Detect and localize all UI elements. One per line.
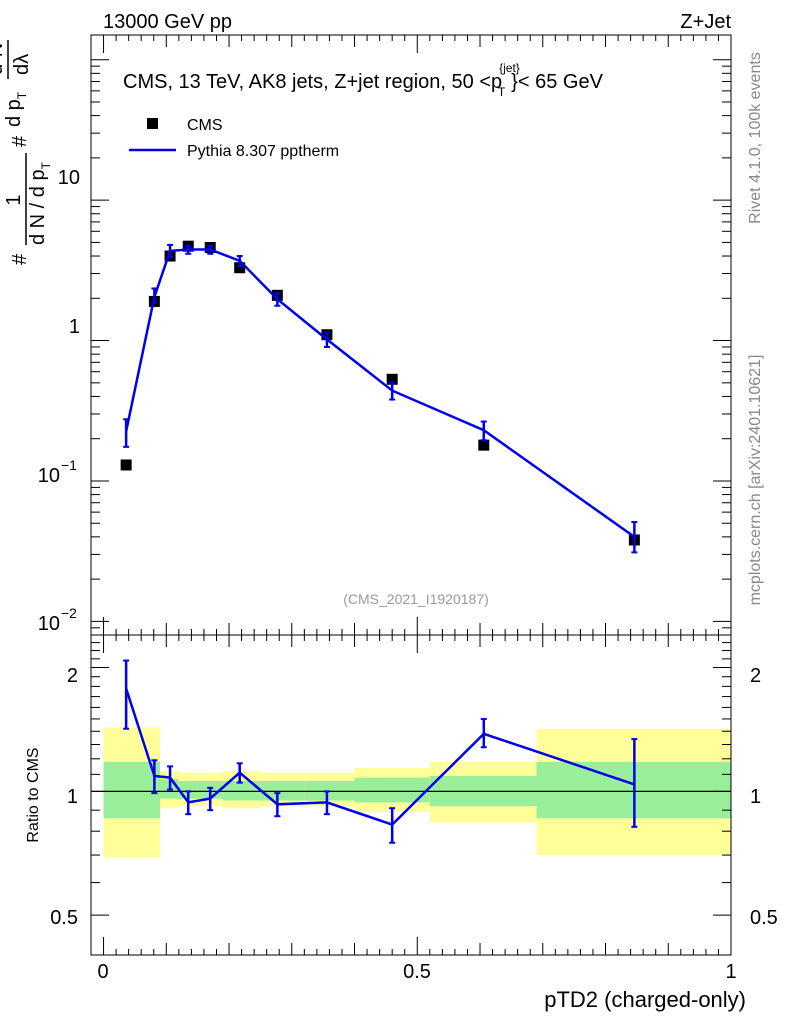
cms-data-marker [478,439,490,451]
chart-title-part-1: CMS, 13 TeV, AK8 jets, Z+jet region, 50 … [123,71,502,93]
legend-cms-marker [147,118,158,129]
cms-data-marker [386,373,398,385]
xtick-label-1: 1 [725,961,736,983]
ylabel-d2n-d: d [0,64,7,75]
xtick-label-0: 0 [97,961,108,983]
chart-title: CMS, 13 TeV, AK8 jets, Z+jet region, 50 … [123,61,604,99]
ytick-label-0p01-exp: −2 [61,605,77,621]
ytick-label-1: 1 [69,316,80,338]
ratio-axis-ticks [91,634,732,956]
ylabel-dp: d pT [3,91,29,127]
ylabel-dp-sub: T [15,91,29,99]
mcplots-label: mcplots.cern.ch [arXiv:2401.10621] [747,355,764,606]
pythia-prediction-line [124,248,636,538]
ratio-ytick-left-1: 1 [67,786,78,808]
ylabel-hash-1: # [9,253,31,265]
ratio-plot-layer [91,659,731,858]
cms-uncertainty-band-green [222,780,261,801]
ratio-ytick-right-1: 1 [750,786,761,808]
ylabel-one: 1 [3,194,25,205]
ylabel-dn-dp-sub: T [39,161,53,169]
ytick-label-0p1-exp: −1 [61,457,77,473]
main-axis-ticks [91,35,732,636]
analysis-id-watermark: (CMS_2021_I1920187) [343,591,489,607]
main-ylabel: # 1 d N / d pT # d pT d2N dλ [0,40,53,265]
ratio-plot-frame [90,634,732,956]
cms-uncertainty-band-green [260,780,305,801]
ylabel-dlambda: dλ [11,54,33,75]
ytick-label-0p01-base: 10 [38,613,60,635]
ylabel-hash-2: # [9,135,31,147]
cms-data-marker [234,262,246,274]
chart-title-sup: {jet} [499,61,520,75]
ratio-ytick-right-2: 2 [750,665,761,687]
main-plot-layer [120,240,640,554]
x-axis-label: pTD2 (charged-only) [544,987,746,1012]
legend-pythia-label: Pythia 8.307 pptherm [187,143,339,160]
process-label: Z+Jet [680,11,731,33]
ylabel-dn-dp: d N / d pT [27,161,53,245]
ylabel-d2n: d2N [0,43,7,75]
legend-cms-label: CMS [187,117,223,134]
ratio-ytick-left-0p5: 0.5 [50,907,78,929]
ylabel-dn-dp-text: d N / d p [27,169,49,245]
chart-title-sub: T [498,85,506,99]
main-panel: 10 1 10 −1 10 −2 CMS, 13 TeV, AK8 jets, … [0,34,732,636]
ratio-ytick-left-2: 2 [67,665,78,687]
cms-data-marker [120,459,132,471]
ytick-label-10: 10 [58,167,80,189]
cms-uncertainty-band-green [103,761,161,819]
rivet-version-label: Rivet 4.1.0, 100k events [747,52,764,224]
ylabel-dp-text: d p [3,99,25,127]
ratio-ylabel: Ratio to CMS [25,747,42,842]
ylabel-d2n-n: N [0,43,7,57]
xtick-label-0p5: 0.5 [403,961,431,983]
energy-label: 13000 GeV pp [103,11,232,33]
chart-title-part-2: }< 65 GeV [511,71,603,93]
ratio-ytick-right-0p5: 0.5 [750,907,778,929]
ratio-panel: 2 1 0.5 2 1 0.5 Ratio to CMS 0 0.5 1 pTD… [25,634,778,1012]
ytick-label-0p1-base: 10 [38,465,60,487]
